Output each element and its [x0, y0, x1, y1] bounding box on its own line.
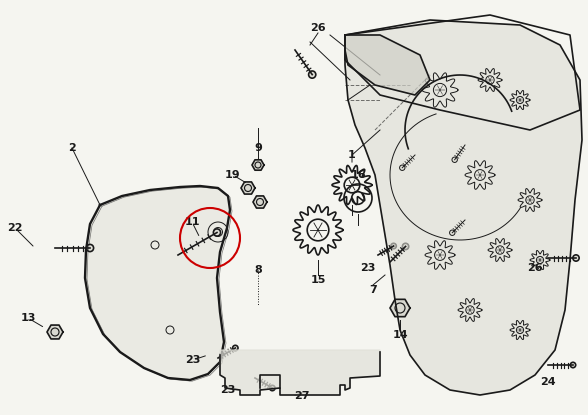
Polygon shape [220, 350, 380, 395]
Text: 11: 11 [184, 217, 200, 227]
Circle shape [309, 71, 316, 78]
Circle shape [570, 362, 576, 368]
Text: 26: 26 [310, 23, 326, 33]
Text: 23: 23 [360, 263, 376, 273]
Text: 24: 24 [540, 377, 556, 387]
Text: 14: 14 [392, 330, 408, 340]
Polygon shape [253, 196, 267, 208]
Text: 7: 7 [369, 285, 377, 295]
Polygon shape [345, 20, 582, 395]
Text: 13: 13 [21, 313, 36, 323]
Text: 23: 23 [185, 355, 201, 365]
Polygon shape [85, 186, 230, 380]
Circle shape [270, 385, 275, 391]
Text: 26: 26 [527, 263, 543, 273]
Text: 22: 22 [7, 223, 23, 233]
Text: 23: 23 [220, 385, 236, 395]
Circle shape [213, 229, 220, 236]
Circle shape [450, 230, 455, 235]
Text: 8: 8 [254, 265, 262, 275]
Circle shape [402, 243, 409, 249]
Text: 15: 15 [310, 275, 326, 285]
Polygon shape [345, 35, 430, 95]
Circle shape [233, 345, 238, 351]
Text: 19: 19 [225, 170, 241, 180]
Polygon shape [252, 160, 264, 170]
Circle shape [400, 165, 405, 171]
Circle shape [391, 243, 396, 249]
Text: 1: 1 [348, 150, 356, 160]
Polygon shape [390, 299, 410, 317]
Text: 2: 2 [68, 143, 76, 153]
Circle shape [573, 255, 579, 261]
Polygon shape [47, 325, 63, 339]
Circle shape [86, 244, 93, 251]
Text: 27: 27 [294, 391, 310, 401]
Circle shape [452, 157, 457, 162]
Text: 9: 9 [254, 143, 262, 153]
Polygon shape [241, 182, 255, 194]
Text: 16: 16 [350, 170, 366, 180]
